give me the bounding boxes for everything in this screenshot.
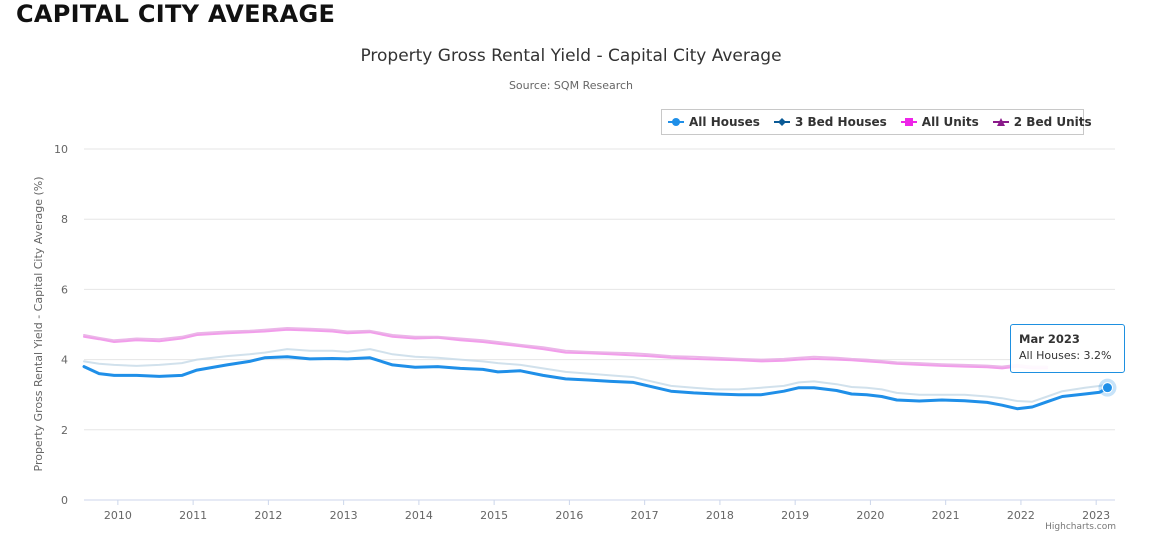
chart-tooltip: Mar 2023 All Houses: 3.2% xyxy=(1010,324,1125,373)
tooltip-date: Mar 2023 xyxy=(1019,332,1080,346)
chart-title: Property Gross Rental Yield - Capital Ci… xyxy=(360,46,781,66)
x-tick-label: 2016 xyxy=(555,509,583,522)
series-line-all-houses[interactable] xyxy=(82,355,1109,411)
chart-legend: All Houses 3 Bed Houses All Units 2 Bed Uni… xyxy=(661,109,1092,135)
x-tick-label: 2010 xyxy=(104,509,132,522)
x-tick-label: 2013 xyxy=(330,509,358,522)
chart-subtitle: Source: SQM Research xyxy=(509,79,633,92)
series-line-3-bed-houses[interactable] xyxy=(83,348,1109,403)
circle-marker-icon xyxy=(668,118,684,126)
legend-item-2-bed-units[interactable]: 2 Bed Units xyxy=(992,115,1092,129)
x-tick-label: 2020 xyxy=(856,509,884,522)
x-tick-label: 2022 xyxy=(1007,509,1035,522)
y-tick-label: 10 xyxy=(54,143,68,156)
y-tick-label: 2 xyxy=(61,424,68,437)
y-axis-label: Property Gross Rental Yield - Capital Ci… xyxy=(32,176,45,471)
chart-credits-link[interactable]: Highcharts.com xyxy=(1045,522,1116,532)
x-tick-label: 2017 xyxy=(631,509,659,522)
triangle-marker-icon xyxy=(992,118,1009,126)
hover-point[interactable] xyxy=(1101,382,1113,394)
series-line-all-units[interactable] xyxy=(83,328,1049,370)
legend-label: All Units xyxy=(921,115,979,129)
series-layer xyxy=(82,327,1109,411)
x-tick-label: 2018 xyxy=(706,509,734,522)
legend-item-all-units[interactable]: All Units xyxy=(900,115,979,129)
grid-layer xyxy=(84,148,1115,501)
x-tick-label: 2021 xyxy=(932,509,960,522)
y-tick-label: 8 xyxy=(61,213,68,226)
x-tick-label: 2011 xyxy=(179,509,207,522)
y-tick-label: 4 xyxy=(61,354,68,367)
legend-label: 3 Bed Houses xyxy=(794,115,887,129)
y-tick-label: 6 xyxy=(61,283,68,296)
axis-layer: 0 2 4 6 8 10 2010 2011 2012 2013 2014 2015 2016 2017 2… xyxy=(54,143,1115,522)
legend-label: All Houses xyxy=(689,115,760,129)
marker-layer xyxy=(1098,378,1117,397)
series-line-2-bed-units[interactable] xyxy=(83,327,1049,368)
x-tick-label: 2014 xyxy=(405,509,433,522)
x-tick-label: 2023 xyxy=(1082,509,1110,522)
x-tick-label: 2012 xyxy=(254,509,282,522)
x-tick-label: 2015 xyxy=(480,509,508,522)
legend-label: 2 Bed Units xyxy=(1013,115,1092,129)
x-tick-label: 2019 xyxy=(781,509,809,522)
page-heading: CAPITAL CITY AVERAGE xyxy=(16,0,336,28)
y-tick-label: 0 xyxy=(61,494,68,507)
square-marker-icon xyxy=(900,118,917,126)
legend-item-all-houses[interactable]: All Houses xyxy=(668,115,760,129)
legend-item-3-bed-houses[interactable]: 3 Bed Houses xyxy=(773,115,887,129)
diamond-marker-icon xyxy=(773,118,790,126)
tooltip-value: All Houses: 3.2% xyxy=(1019,349,1112,362)
